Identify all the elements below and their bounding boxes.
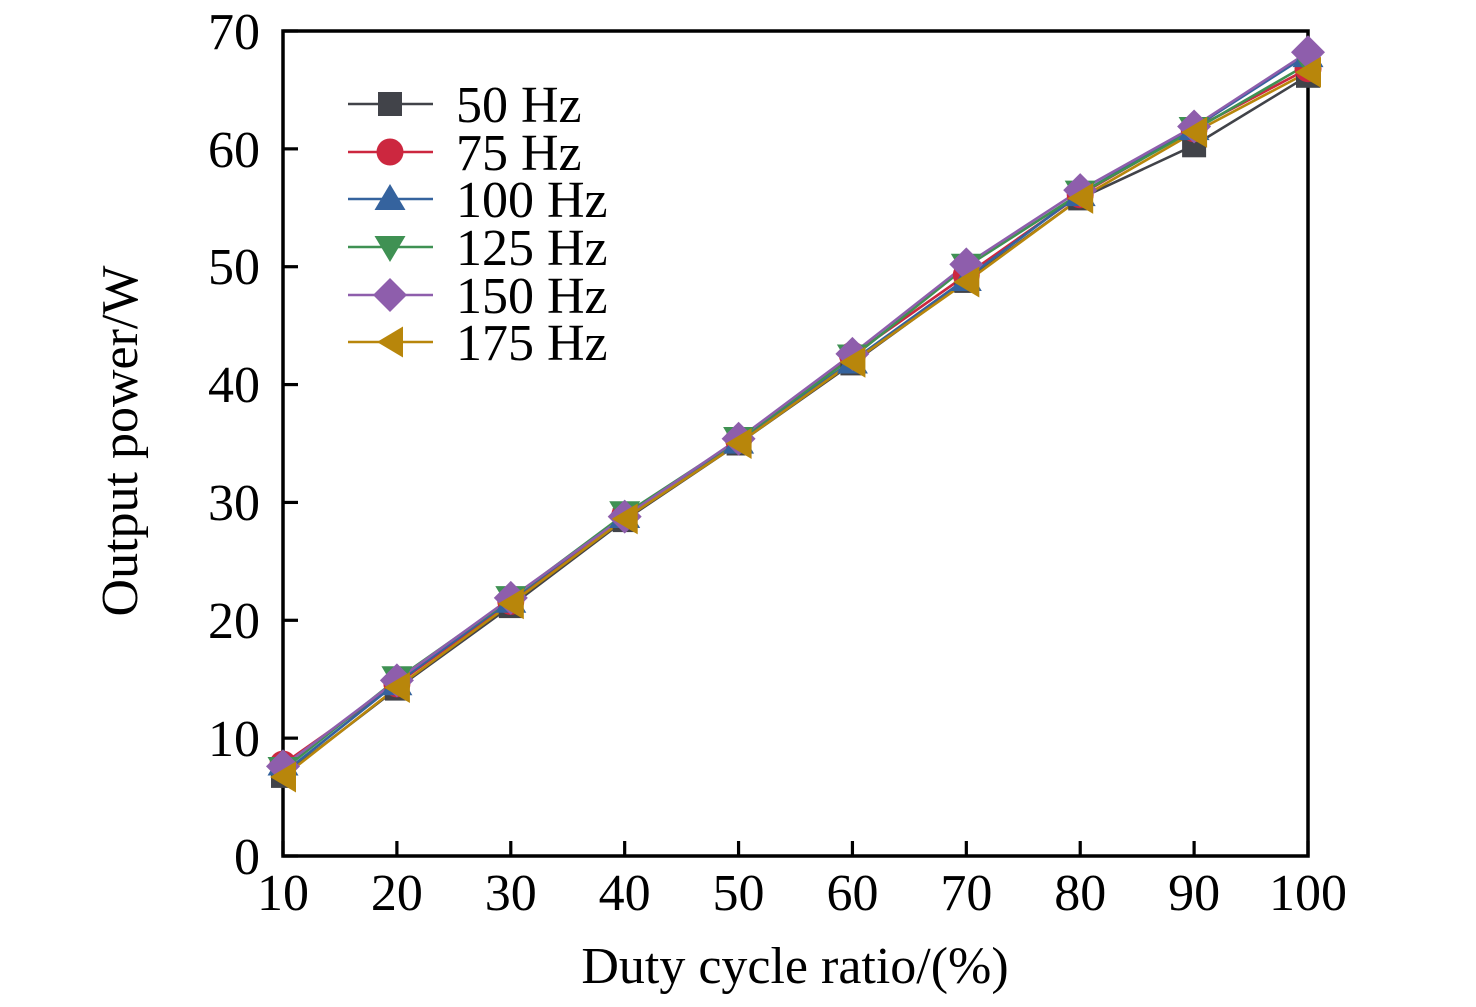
svg-text:10: 10 [208, 711, 260, 768]
svg-text:50: 50 [713, 865, 765, 922]
svg-text:175 Hz: 175 Hz [456, 315, 608, 372]
svg-text:20: 20 [371, 865, 423, 922]
svg-text:Output power/W: Output power/W [92, 266, 149, 617]
svg-text:10: 10 [257, 865, 309, 922]
svg-text:40: 40 [208, 357, 260, 414]
svg-text:80: 80 [1054, 865, 1106, 922]
svg-text:30: 30 [208, 475, 260, 532]
svg-text:60: 60 [208, 122, 260, 179]
svg-text:50: 50 [208, 239, 260, 296]
svg-text:Duty cycle ratio/(%): Duty cycle ratio/(%) [581, 938, 1008, 995]
svg-text:40: 40 [599, 865, 651, 922]
svg-text:20: 20 [208, 593, 260, 650]
svg-text:60: 60 [826, 865, 878, 922]
svg-text:70: 70 [940, 865, 992, 922]
svg-text:30: 30 [485, 865, 537, 922]
svg-text:100: 100 [1269, 865, 1347, 922]
svg-text:70: 70 [208, 4, 260, 61]
svg-text:90: 90 [1168, 865, 1220, 922]
